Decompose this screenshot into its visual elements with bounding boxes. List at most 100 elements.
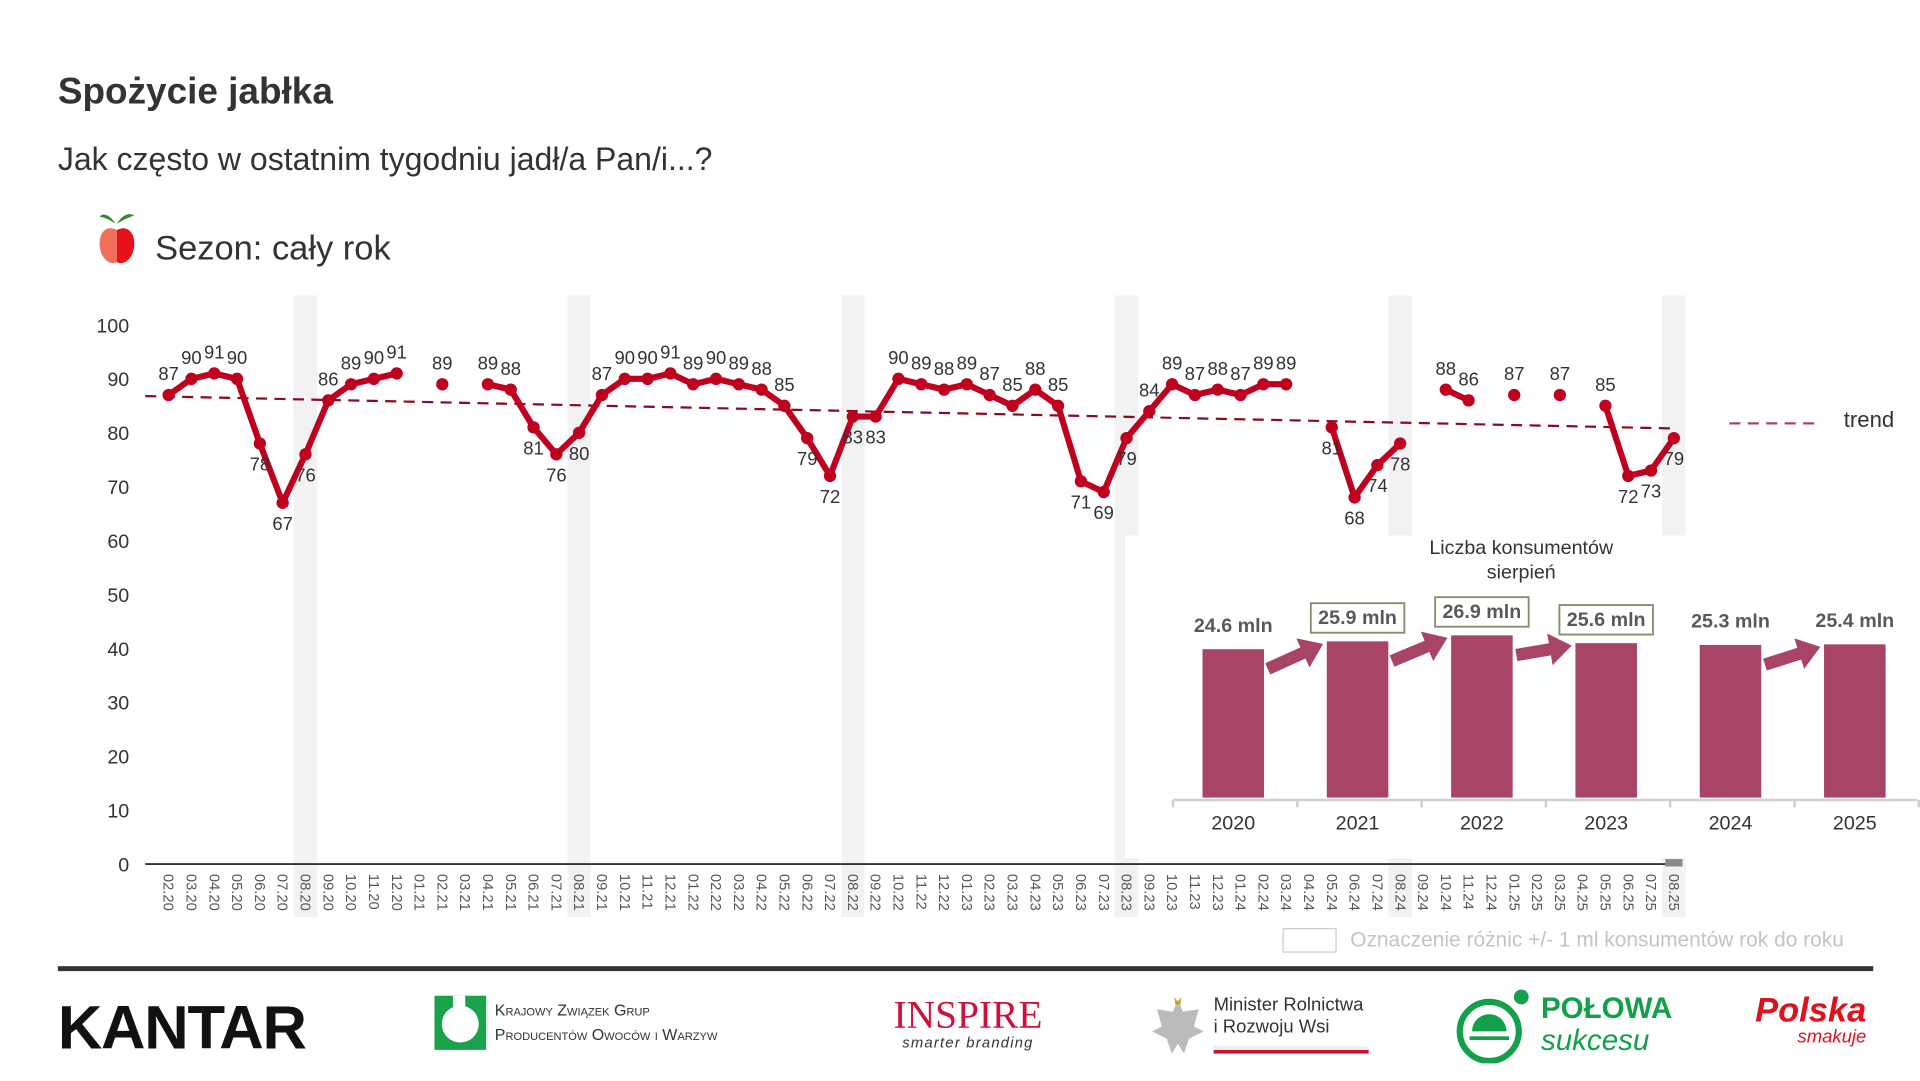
x-tick-label: 05.23 xyxy=(1049,874,1065,911)
x-tick-label: 08.20 xyxy=(297,874,313,911)
x-tick-label: 03.25 xyxy=(1551,874,1567,911)
data-label-05.22: 85 xyxy=(774,374,795,395)
data-point-08.25 xyxy=(1667,431,1681,445)
data-label-08.25: 79 xyxy=(1664,448,1685,469)
legend-box-swatch xyxy=(1282,928,1337,953)
data-label-08.20: 76 xyxy=(295,464,316,485)
data-point-01.22 xyxy=(687,378,700,391)
inspire-wordmark: INSPIRE xyxy=(893,992,1043,1037)
x-tick-label: 01.21 xyxy=(411,874,427,911)
x-tick-label: 10.20 xyxy=(342,874,358,911)
data-label-03.25: 87 xyxy=(1550,363,1571,384)
x-tick-label: 04.22 xyxy=(753,874,769,911)
data-point-08.24 xyxy=(1394,437,1407,450)
x-tick-label: 04.25 xyxy=(1574,874,1590,911)
data-label-04.22: 88 xyxy=(751,358,772,379)
x-tick-label: 04.20 xyxy=(205,874,221,911)
x-tick-label: 11.20 xyxy=(365,874,381,910)
data-point-06.20 xyxy=(253,437,267,450)
bar-2022 xyxy=(1451,635,1513,798)
data-point-03.23 xyxy=(1006,399,1019,412)
data-point-07.24 xyxy=(1371,458,1384,472)
data-point-05.25 xyxy=(1599,399,1612,412)
data-point-09.23 xyxy=(1143,405,1156,418)
ministry-logo: Minister Rolnictwa i Rozwoju Wsi xyxy=(1150,994,1369,1056)
x-tick-label: 01.25 xyxy=(1505,874,1521,911)
x-tick-label: 10.22 xyxy=(890,874,906,911)
x-tick-label: 01.23 xyxy=(958,874,974,911)
x-tick-label: 06.20 xyxy=(251,874,267,911)
x-tick-label: 12.20 xyxy=(388,874,404,911)
data-label-10.23: 89 xyxy=(1162,352,1183,373)
data-point-11.21 xyxy=(641,372,654,385)
y-tick-label: 70 xyxy=(107,477,129,499)
x-tick-label: 02.24 xyxy=(1254,874,1270,911)
data-label-01.25: 87 xyxy=(1504,363,1525,384)
x-tick-label: 10.21 xyxy=(616,874,632,911)
data-label-04.20: 91 xyxy=(204,342,225,363)
data-point-11.23 xyxy=(1188,388,1202,402)
x-tick-label: 03.21 xyxy=(456,874,472,911)
data-label-08.23: 79 xyxy=(1116,448,1137,469)
data-label-03.24: 89 xyxy=(1276,352,1297,373)
x-tick-label: 07.24 xyxy=(1368,874,1384,911)
change-arrow-icon xyxy=(1515,633,1572,666)
data-point-12.23 xyxy=(1211,383,1224,396)
highlight-band-08.22 xyxy=(841,295,865,917)
x-tick-label: 11.22 xyxy=(912,874,928,910)
data-point-10.24 xyxy=(1439,383,1452,396)
season-label: Sezon: cały rok xyxy=(155,228,391,268)
inset-title: Liczba konsumentów xyxy=(1429,537,1614,559)
data-label-07.25: 73 xyxy=(1641,481,1662,502)
data-label-07.20: 67 xyxy=(272,513,293,534)
data-label-11.21: 90 xyxy=(637,347,658,368)
kzgpow-logo: Krajowy Związek Grup Producentów Owoców … xyxy=(433,994,717,1051)
data-point-04.20 xyxy=(208,367,221,380)
x-tick-label: 12.22 xyxy=(935,874,951,911)
data-label-10.22: 90 xyxy=(888,347,909,368)
data-point-06.23 xyxy=(1074,475,1088,488)
data-point-12.22 xyxy=(937,383,951,396)
data-point-05.22 xyxy=(778,399,791,412)
data-label-08.22: 83 xyxy=(843,427,864,448)
trend-legend-label: trend xyxy=(1844,407,1894,432)
data-point-08.23 xyxy=(1120,431,1133,445)
data-label-11.20: 90 xyxy=(364,347,385,368)
x-tick-label: 08.23 xyxy=(1118,874,1134,911)
legend-note-text: Oznaczenie różnic +/- 1 ml konsumentów r… xyxy=(1350,928,1844,952)
data-point-04.23 xyxy=(1029,383,1042,396)
y-tick-label: 0 xyxy=(118,854,129,876)
series-line-segment xyxy=(1602,404,1677,479)
y-tick-label: 100 xyxy=(96,315,129,337)
data-point-06.21 xyxy=(527,421,540,434)
trend-line xyxy=(145,394,1674,430)
inset-year-label: 2020 xyxy=(1211,813,1255,835)
x-tick-label: 07.20 xyxy=(274,874,290,911)
data-label-06.21: 81 xyxy=(523,437,544,458)
x-tick-label: 07.23 xyxy=(1095,874,1111,911)
x-tick-label: 04.21 xyxy=(479,874,495,911)
x-tick-label: 12.21 xyxy=(661,874,677,911)
data-point-08.21 xyxy=(572,426,586,439)
data-point-12.21 xyxy=(664,367,677,380)
data-label-06.24: 68 xyxy=(1344,508,1365,529)
x-tick-label: 08.22 xyxy=(844,874,860,911)
data-point-04.22 xyxy=(755,383,768,396)
data-label-05.20: 90 xyxy=(227,347,248,368)
x-tick-label: 11.24 xyxy=(1460,874,1476,910)
x-tick-label: 01.24 xyxy=(1232,874,1248,911)
bar-value-label: 25.3 mln xyxy=(1691,611,1770,633)
x-tick-label: 03.24 xyxy=(1277,874,1293,911)
x-tick-label: 05.22 xyxy=(775,874,791,911)
data-label-12.23: 88 xyxy=(1207,358,1228,379)
x-tick-label: 02.25 xyxy=(1528,874,1544,911)
page-title: Spożycie jabłka xyxy=(57,71,333,113)
data-point-12.20 xyxy=(390,367,403,380)
x-tick-label: 05.20 xyxy=(228,874,244,911)
kzgpow-line2: Producentów Owoców i Warzyw xyxy=(494,1025,718,1044)
data-point-08.22 xyxy=(846,410,859,423)
x-tick-label: 03.20 xyxy=(183,874,199,911)
difference-legend: Oznaczenie różnic +/- 1 ml konsumentów r… xyxy=(1282,928,1844,953)
data-label-11.23: 87 xyxy=(1185,363,1206,384)
change-arrow-icon xyxy=(1265,638,1324,675)
